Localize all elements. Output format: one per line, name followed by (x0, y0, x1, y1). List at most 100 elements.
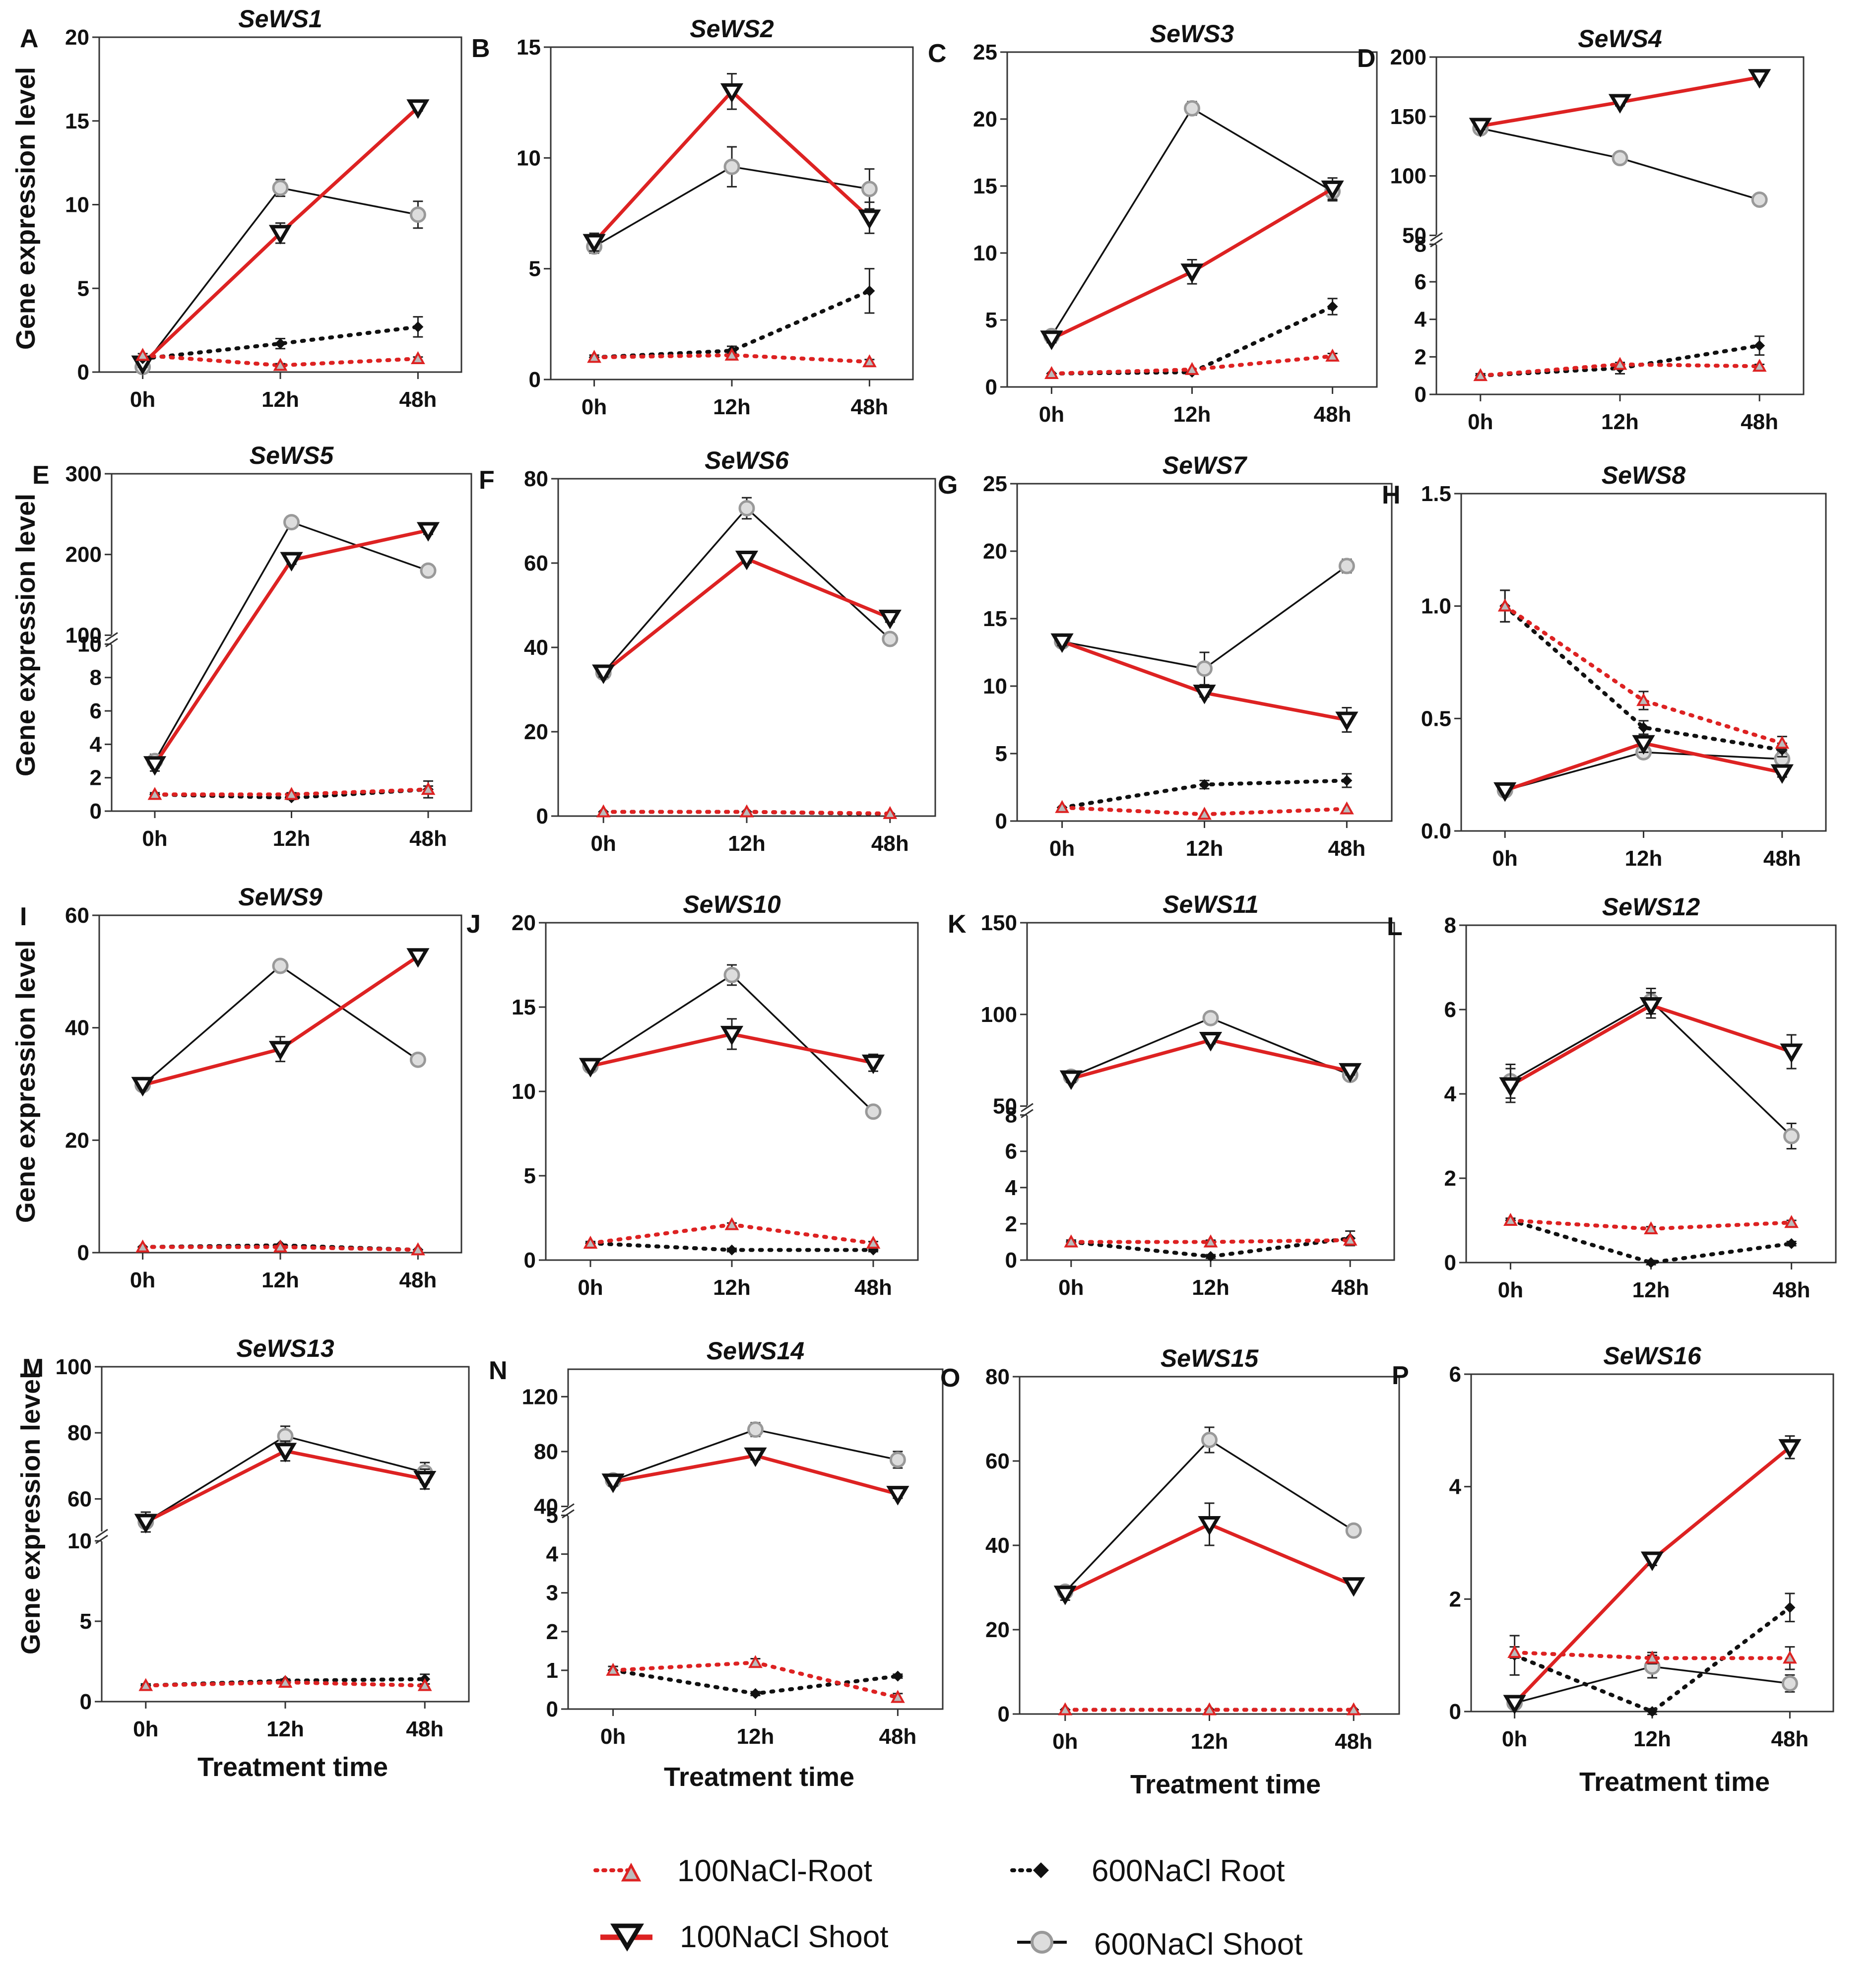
y-tick-label: 60 (524, 551, 548, 575)
series-100nacl-root (583, 1217, 881, 1249)
series-100nacl-shoot (1499, 992, 1803, 1103)
plot-frame (1465, 924, 1837, 1264)
series-100nacl-root (1058, 1702, 1361, 1716)
y-tick-label: 100 (1390, 164, 1426, 189)
axis-break-mark (1430, 238, 1443, 248)
y-tick-label: 0 (77, 1241, 89, 1265)
data-point (406, 948, 430, 968)
panel-title: SeWS2 (690, 15, 774, 43)
data-point (1783, 1128, 1800, 1144)
data-point (143, 756, 167, 776)
panel-title: SeWS12 (1602, 893, 1700, 921)
y-tick-label: 2 (1415, 345, 1426, 369)
panel-o: 0 20 40 60 80 0h 12h 48h SeWS15 O (940, 1344, 1400, 1754)
data-point (1503, 1695, 1526, 1715)
axis-break-mark (105, 638, 118, 647)
data-point (1185, 362, 1199, 375)
x-tick-label: 0h (578, 1275, 603, 1300)
panel-title: SeWS1 (238, 5, 323, 33)
y-tick-label: 6 (1415, 270, 1426, 294)
y-tick-label: 25 (983, 472, 1007, 496)
y-tick-label: 60 (67, 1487, 92, 1511)
data-point (284, 787, 299, 800)
y-tick-label: 40 (524, 635, 548, 660)
data-point (882, 631, 899, 647)
x-axis-label-o: Treatment time (1130, 1770, 1321, 1799)
data-point (417, 1678, 432, 1691)
y-axis-label-row-2: Gene expression level (11, 494, 41, 776)
y-tick-label: 0 (524, 1248, 536, 1272)
x-tick-label: 48h (1763, 846, 1801, 871)
y-tick-label: 0.5 (1421, 706, 1451, 731)
plot-frame (1460, 493, 1827, 832)
x-tick-label: 12h (1601, 410, 1639, 434)
x-tick-label: 12h (1632, 1278, 1670, 1302)
x-tick-label: 48h (1331, 1275, 1369, 1300)
data-point (272, 957, 289, 974)
y-tick-label: 5 (77, 276, 89, 301)
panel-title: SeWS15 (1161, 1344, 1259, 1372)
panel-a: 0 5 10 15 20 0h 12h 48h SeWS1 A (20, 5, 462, 412)
y-tick-label: 20 (65, 25, 89, 50)
series-line (1512, 1651, 1792, 1660)
data-point (1497, 598, 1512, 612)
y-axis-label-row-4: Gene expression level (16, 1372, 46, 1654)
panel-g: 0 5 10 15 20 25 0h 12h 48h SeWS7 G (938, 451, 1393, 861)
y-tick-label: 8 (90, 666, 102, 690)
x-tick-label: 0h (1468, 410, 1493, 434)
data-point (1748, 69, 1771, 89)
y-tick-label: 2 (1444, 1166, 1456, 1191)
x-tick-label: 48h (1314, 402, 1352, 427)
x-tick-label: 48h (1773, 1278, 1811, 1302)
data-point (1783, 1651, 1797, 1664)
panel-letter: D (1357, 44, 1376, 73)
y-tick-label: 0 (80, 1690, 92, 1714)
x-tick-label: 48h (1741, 410, 1778, 434)
series-100nacl-root (1473, 357, 1767, 381)
panel-title: SeWS11 (1163, 890, 1259, 918)
data-point (579, 1058, 602, 1078)
series-100nacl-shoot (143, 522, 440, 776)
x-tick-label: 12h (728, 831, 766, 856)
data-point (1342, 1577, 1365, 1597)
y-tick-label: 5 (985, 308, 997, 332)
x-tick-label: 0h (1039, 402, 1064, 427)
y-tick-label: 60 (985, 1449, 1010, 1473)
data-point (726, 1244, 737, 1256)
data-point (858, 209, 881, 229)
plot-frame (101, 1366, 470, 1703)
panel-letter: J (466, 910, 481, 939)
data-point (1205, 1251, 1216, 1262)
y-tick-label: 0.0 (1421, 819, 1451, 843)
y-tick-label: 10 (517, 146, 541, 170)
y-tick-label: 4 (546, 1542, 559, 1567)
y-tick-label: 0 (77, 360, 89, 384)
data-point (1473, 368, 1488, 381)
data-point (268, 1041, 292, 1061)
y-tick-label: 0 (985, 375, 997, 399)
y-tick-label: 0 (90, 799, 102, 824)
data-point (273, 1239, 288, 1253)
axis-break-mark (105, 632, 118, 641)
panel-letter: H (1382, 481, 1401, 509)
data-point (1196, 660, 1213, 677)
y-tick-label: 5 (529, 257, 541, 281)
panel-n: 0 1 2 3 4 540 80 120 0h 12h 48h SeWS14 N (489, 1337, 944, 1749)
y-tick-label: 20 (983, 539, 1007, 564)
x-tick-label: 0h (130, 387, 155, 412)
data-point (747, 1421, 764, 1438)
data-point (861, 181, 878, 197)
data-point (1055, 800, 1069, 813)
y-tick-label: 50 (993, 1094, 1017, 1119)
data-point (583, 1235, 598, 1249)
data-point (1044, 366, 1059, 379)
x-tick-label: 0h (600, 1724, 626, 1749)
data-point (1638, 722, 1649, 733)
data-point (273, 1443, 297, 1462)
data-point (1752, 359, 1767, 372)
legend-label-100nacl-root: 100NaCl-Root (677, 1854, 872, 1888)
y-tick-label: 2 (90, 766, 102, 790)
series-100nacl-root (138, 1674, 432, 1691)
y-tick-label: 20 (985, 1618, 1010, 1642)
data-point (411, 351, 425, 364)
